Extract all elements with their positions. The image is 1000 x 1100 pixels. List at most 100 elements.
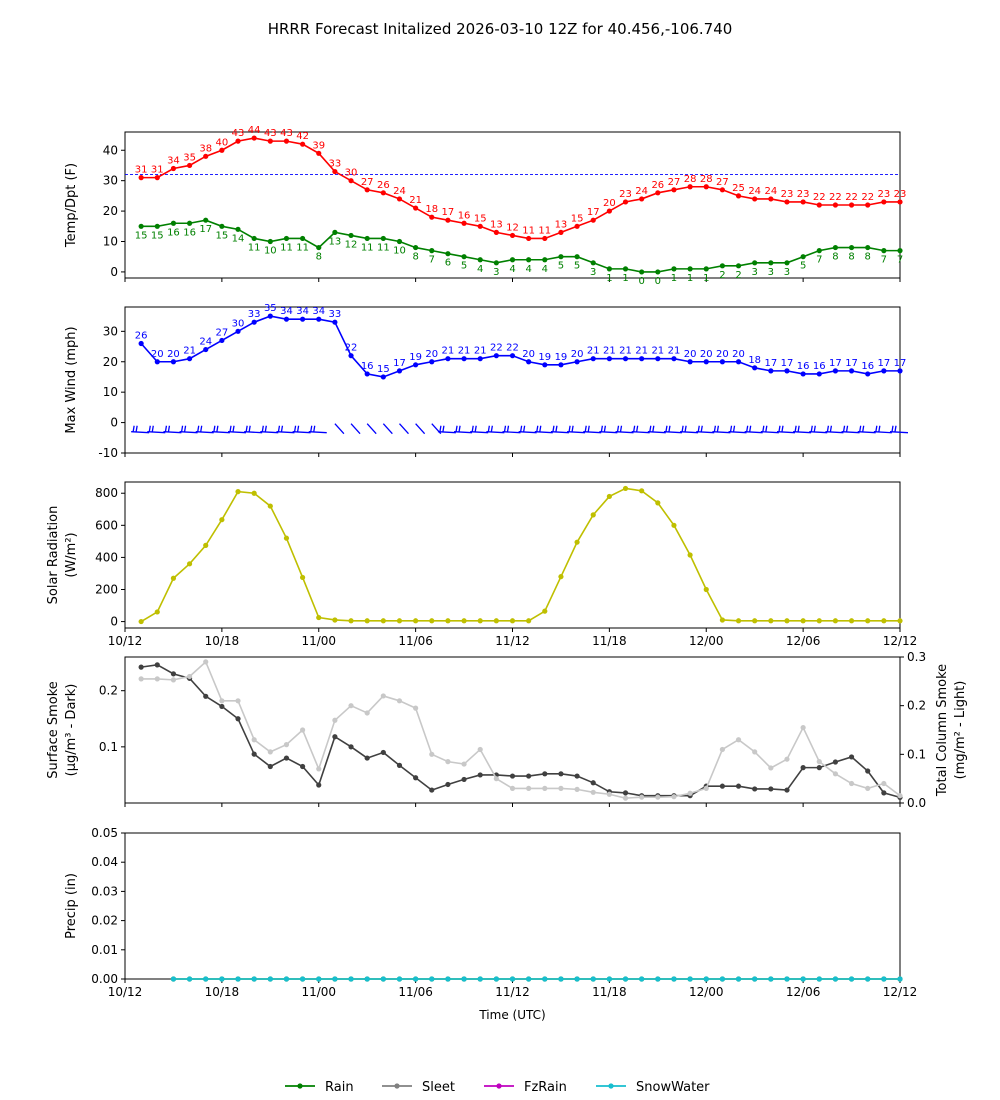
data-point xyxy=(445,251,451,257)
y-axis-label: (µg/m³ - Dark) xyxy=(64,684,79,777)
data-label: 13 xyxy=(329,236,342,247)
data-label: 27 xyxy=(216,327,229,338)
data-label: 3 xyxy=(752,267,758,278)
data-label: 15 xyxy=(377,364,390,375)
data-point xyxy=(251,737,257,743)
data-point xyxy=(203,153,209,159)
data-point xyxy=(251,751,257,757)
legend-item-rain: Rain xyxy=(285,1080,354,1095)
data-point xyxy=(606,791,612,797)
data-point xyxy=(881,368,887,374)
data-point xyxy=(881,790,887,796)
data-point xyxy=(348,178,354,184)
wind-barb xyxy=(131,431,150,434)
data-point xyxy=(203,659,209,665)
data-point xyxy=(542,771,548,777)
wind-barb xyxy=(437,431,456,434)
data-label: 21 xyxy=(458,346,471,357)
wind-barb xyxy=(292,431,311,434)
data-point xyxy=(413,244,419,251)
data-label: 8 xyxy=(832,252,838,263)
data-point xyxy=(897,199,903,205)
data-point xyxy=(590,356,596,362)
data-point xyxy=(477,746,483,753)
data-point xyxy=(509,976,516,982)
data-label: 12 xyxy=(506,222,519,233)
wind-barb-feather xyxy=(310,425,313,432)
wind-barb-feather xyxy=(261,425,264,432)
data-label: 16 xyxy=(813,361,826,372)
data-label: 27 xyxy=(668,177,681,188)
data-point xyxy=(526,976,532,982)
wind-barb xyxy=(647,431,666,434)
wind-barb xyxy=(712,431,731,434)
data-label: 24 xyxy=(199,337,212,348)
wind-barb-feather xyxy=(213,425,216,432)
y-tick-label: 400 xyxy=(95,550,118,564)
data-point xyxy=(509,257,516,263)
data-point xyxy=(881,618,887,624)
data-point xyxy=(784,976,790,982)
data-point xyxy=(283,976,290,982)
data-point xyxy=(784,260,790,266)
data-point xyxy=(655,794,661,800)
data-point xyxy=(768,765,774,771)
wind-barb-feather xyxy=(697,425,700,432)
data-label: 35 xyxy=(264,303,277,314)
panel-5: 10/12 10/18 11/00 11/06 11/12 11/18 12/00 12/06… xyxy=(64,826,917,1022)
data-point xyxy=(897,976,903,982)
panel-4: 0.1 0.2 Surface Smoke (µg/m³ - Dark) 0.0 0.1 0… xyxy=(46,650,968,810)
data-point xyxy=(768,976,774,982)
data-point xyxy=(671,187,677,193)
data-label: 17 xyxy=(393,358,406,369)
wind-barb xyxy=(889,431,909,434)
data-label: 17 xyxy=(587,207,600,218)
data-label: 17 xyxy=(829,358,842,369)
wind-barb-feather xyxy=(765,425,768,432)
data-point xyxy=(396,196,403,202)
data-point xyxy=(396,238,403,245)
wind-barb-feather xyxy=(845,425,849,432)
data-point xyxy=(865,768,871,774)
x-tick-label: 10/18 xyxy=(205,985,240,999)
data-point xyxy=(542,257,548,263)
data-point xyxy=(622,266,629,272)
data-point xyxy=(509,232,516,239)
data-label: 20 xyxy=(716,349,729,360)
wind-barb-feather xyxy=(296,425,300,432)
data-point xyxy=(703,359,709,365)
data-point xyxy=(364,755,370,761)
data-point xyxy=(639,488,645,494)
data-point xyxy=(219,703,225,710)
data-point xyxy=(477,618,483,624)
data-point xyxy=(429,751,435,757)
legend-swatch-marker xyxy=(394,1083,400,1089)
wind-barb-feather xyxy=(229,425,232,432)
data-point xyxy=(800,371,806,377)
wind-barb-feather xyxy=(458,425,461,432)
wind-barb-feather xyxy=(151,425,154,432)
data-point xyxy=(526,235,532,242)
data-label: 7 xyxy=(881,255,887,266)
data-point xyxy=(897,793,903,799)
data-point xyxy=(154,676,160,682)
data-point xyxy=(590,780,596,786)
legend-label: Rain xyxy=(325,1080,354,1095)
wind-barb-feather xyxy=(568,425,571,432)
data-label: 38 xyxy=(199,143,212,154)
data-label: 23 xyxy=(797,189,810,200)
wind-barb-feather xyxy=(280,425,284,432)
y2-tick-label: 0.1 xyxy=(907,747,926,761)
data-point xyxy=(332,229,338,235)
data-label: 35 xyxy=(183,152,196,163)
data-label: 22 xyxy=(829,192,842,203)
data-label: 7 xyxy=(429,255,435,266)
data-point xyxy=(332,976,338,982)
data-point xyxy=(687,266,693,272)
data-point xyxy=(203,346,209,353)
wind-barb-feather xyxy=(681,425,684,432)
data-point xyxy=(380,190,386,196)
data-point xyxy=(622,795,629,801)
data-point xyxy=(687,359,693,365)
